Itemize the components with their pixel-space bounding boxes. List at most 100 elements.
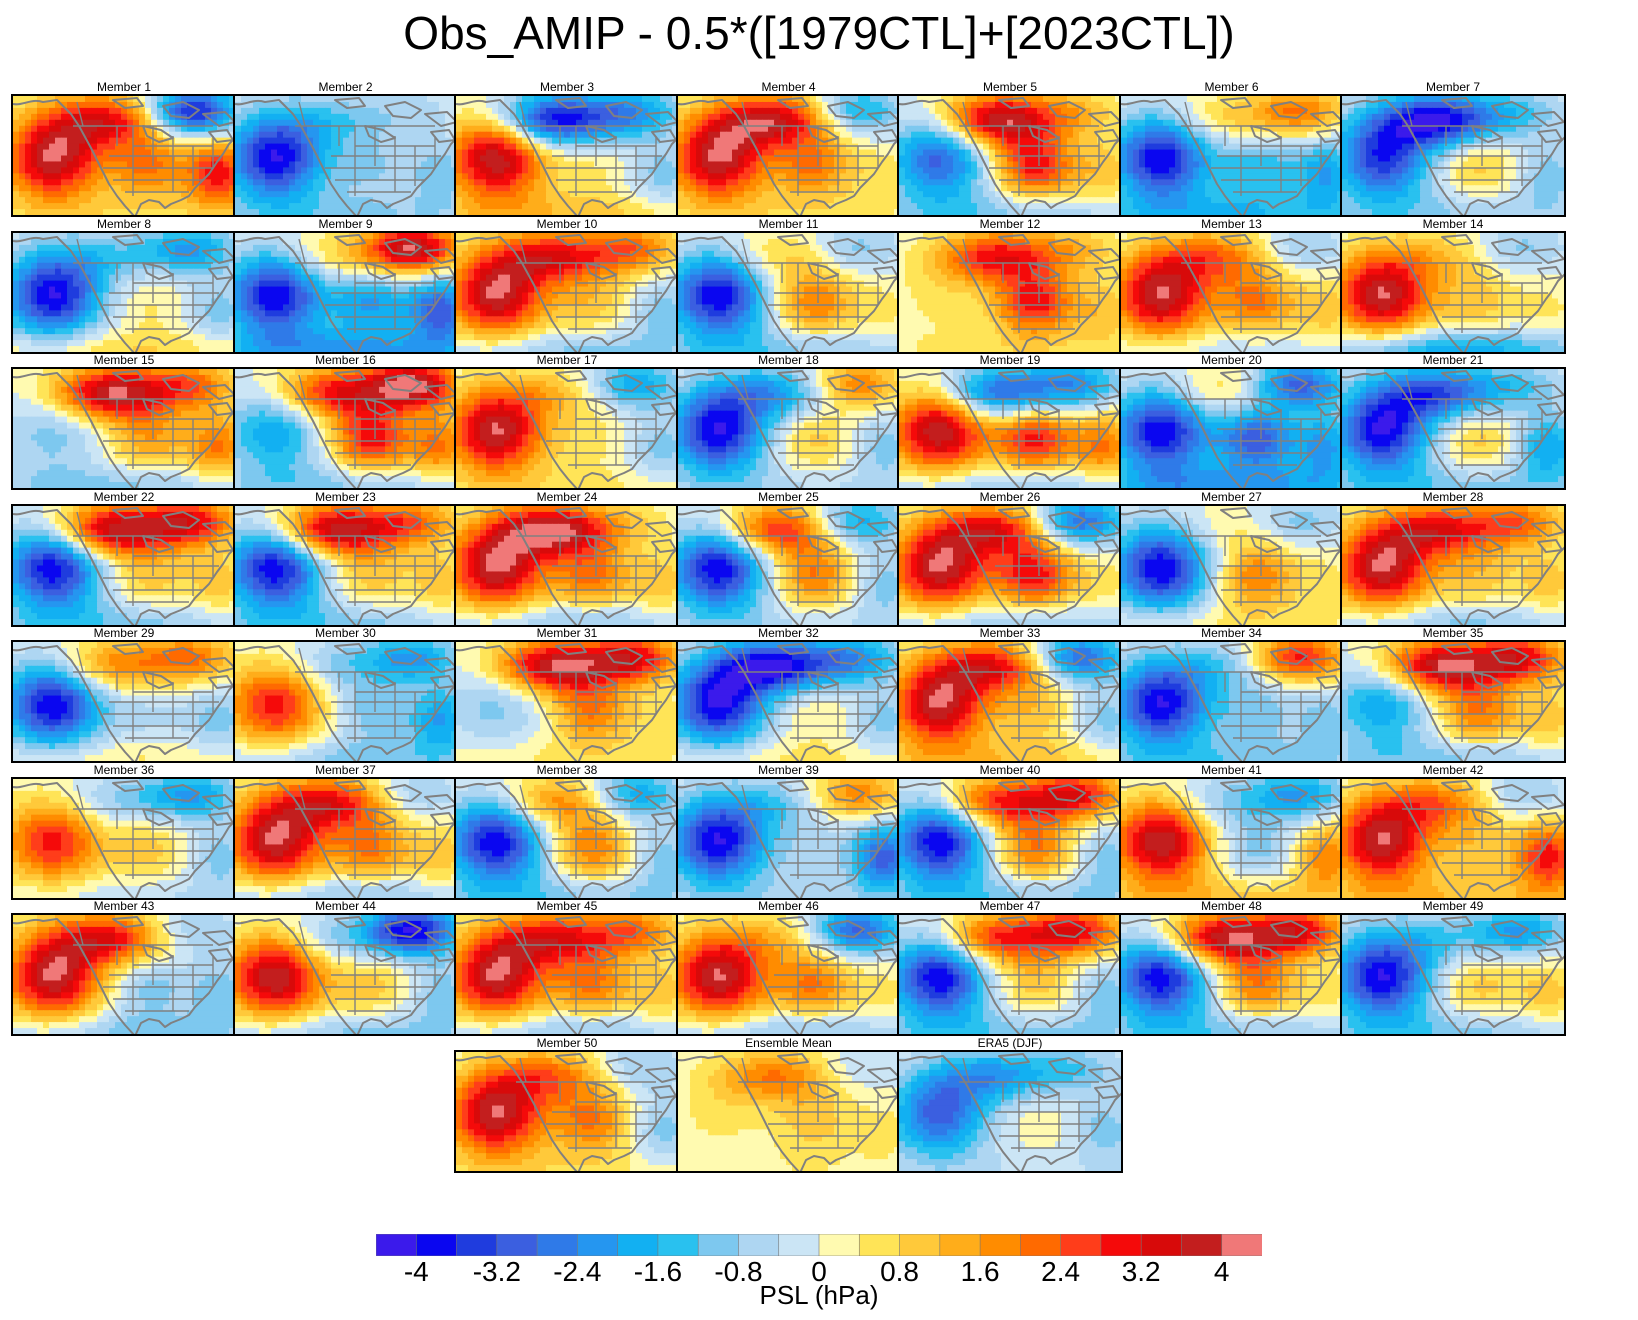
psl-cell [1204,96,1212,103]
psl-cell [779,107,787,115]
psl-cell [133,173,140,180]
psl-cell [145,167,152,174]
psl-cell [845,137,853,145]
psl-cell [163,155,170,163]
psl-cell [689,143,697,151]
psl-cell [618,203,625,210]
psl-cell [1486,149,1493,157]
psl-cell [845,101,853,109]
psl-cell [1258,185,1266,192]
psl-cell [719,197,727,204]
psl-cell [115,167,122,174]
psl-cell [839,143,847,151]
psl-cell [49,179,56,186]
psl-cell [438,179,446,186]
psl-cell [1210,161,1218,168]
coastline [1020,136,1121,215]
psl-cell [444,131,452,139]
psl-cell [713,125,721,133]
psl-cell [462,197,469,204]
psl-cell [570,131,577,139]
psl-cell [157,113,164,121]
psl-cell [642,113,649,121]
psl-cell [606,113,613,121]
psl-cell [217,101,224,109]
psl-cell [642,197,649,204]
psl-cell [31,143,38,151]
psl-cell [1492,131,1499,139]
psl-cell [1504,107,1511,115]
psl-cell [695,161,703,168]
psl-cell [1097,167,1104,174]
psl-cell [157,209,164,215]
psl-cell [1120,209,1128,215]
psl-cell [366,143,374,151]
psl-cell [947,185,954,192]
psl-cell [1492,149,1499,157]
psl-cell [145,113,152,121]
psl-cell [444,197,452,204]
psl-cell [713,197,721,204]
psl-cell [1132,179,1140,186]
psl-cell [55,143,62,151]
psl-cell [839,155,847,163]
psl-cell [677,143,685,151]
psl-cell [1504,137,1511,145]
psl-cell [1085,197,1092,204]
psl-cell [336,173,344,180]
psl-cell [1031,119,1038,127]
psl-cell [288,125,296,133]
psl-cell [67,197,74,204]
psl-cell [480,131,487,139]
psl-cell [534,107,541,115]
psl-cell [965,161,972,168]
psl-cell [701,197,709,204]
psl-cell [1330,131,1338,139]
psl-cell [594,155,601,163]
psl-cell [1240,197,1248,204]
psl-cell [1438,113,1445,121]
psl-cell [13,173,20,180]
psl-cell [217,161,224,168]
psl-cell [564,101,571,109]
psl-cell [1025,125,1032,133]
psl-cell [648,131,655,139]
psl-cell [306,203,314,210]
psl-cell [887,96,895,103]
psl-cell [1282,149,1290,157]
psl-cell [582,167,589,174]
psl-cell [923,125,930,133]
psl-cell [187,179,194,186]
psl-cell [618,107,625,115]
psl-cell [1055,125,1062,133]
psl-cell [498,96,505,103]
psl-cell [211,173,218,180]
psl-cell [1007,173,1014,180]
psl-cell [1366,96,1373,103]
psl-cell [959,155,966,163]
psl-cell [929,161,936,168]
psl-cell [1144,155,1152,163]
psl-cell [1408,96,1415,103]
psl-cell [1031,107,1038,115]
psl-cell [528,96,535,103]
psl-cell [1031,113,1038,121]
psl-cell [803,96,811,103]
psl-cell [1390,113,1397,121]
psl-cell [773,155,781,163]
psl-cell [211,137,218,145]
psl-cell [31,155,38,163]
psl-cell [1186,203,1194,210]
psl-cell [474,137,481,145]
psl-cell [1007,209,1014,215]
psl-cell [1061,119,1068,127]
psl-cell [199,125,206,133]
psl-cell [1468,149,1475,157]
psl-cell [1426,113,1433,121]
psl-cell [570,113,577,121]
psl-cell [318,155,326,163]
psl-cell [1156,96,1164,103]
psl-cell [258,161,266,168]
psl-cell [264,96,272,103]
psl-cell [480,203,487,210]
